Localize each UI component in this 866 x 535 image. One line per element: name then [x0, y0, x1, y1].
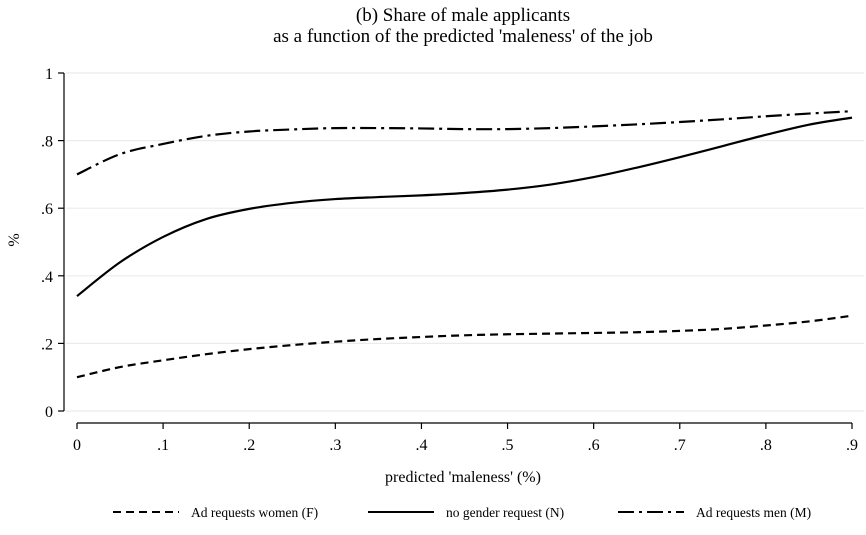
chart-subtitle: as a function of the predicted 'maleness…: [273, 26, 653, 47]
x-tick-label-8: .8: [760, 437, 772, 454]
series-line-0: [76, 314, 853, 379]
series-line-2: [76, 110, 853, 176]
gridlines: [66, 72, 864, 412]
y-tick-label-0: 0: [45, 404, 53, 421]
series-line-1: [76, 116, 853, 297]
x-tick-label-7: .7: [674, 437, 686, 454]
legend-label-0: Ad requests women (F): [191, 505, 318, 520]
x-tick-label-1: .1: [157, 437, 169, 454]
y-tick-label-3: .6: [41, 201, 53, 218]
legend-label-1: no gender request (N): [446, 505, 564, 520]
axes: 0 .2 .4 .6 .8 1 0 .1 .2 .3 .4 .5 .6 .7 .8 .9: [41, 66, 858, 454]
x-tick-label-2: .2: [243, 437, 255, 454]
chart-title: (b) Share of male applicants: [356, 5, 570, 26]
x-tick-label-3: .3: [329, 437, 341, 454]
y-tick-label-1: .2: [41, 336, 53, 353]
x-tick-label-9: .9: [846, 437, 858, 454]
legend-label-2: Ad requests men (M): [696, 505, 811, 520]
series-lines: [76, 110, 853, 379]
legend: Ad requests women (F) no gender request (…: [113, 505, 811, 520]
x-tick-label-5: .5: [502, 437, 514, 454]
y-axis-title: %: [6, 233, 23, 246]
y-tick-label-5: 1: [45, 66, 53, 83]
x-axis-title: predicted 'maleness' (%): [385, 469, 541, 486]
y-tick-label-4: .8: [41, 134, 53, 151]
x-tick-label-6: .6: [588, 437, 600, 454]
x-tick-label-4: .4: [415, 437, 427, 454]
y-tick-label-2: .4: [41, 269, 53, 286]
x-tick-label-0: 0: [73, 437, 81, 454]
